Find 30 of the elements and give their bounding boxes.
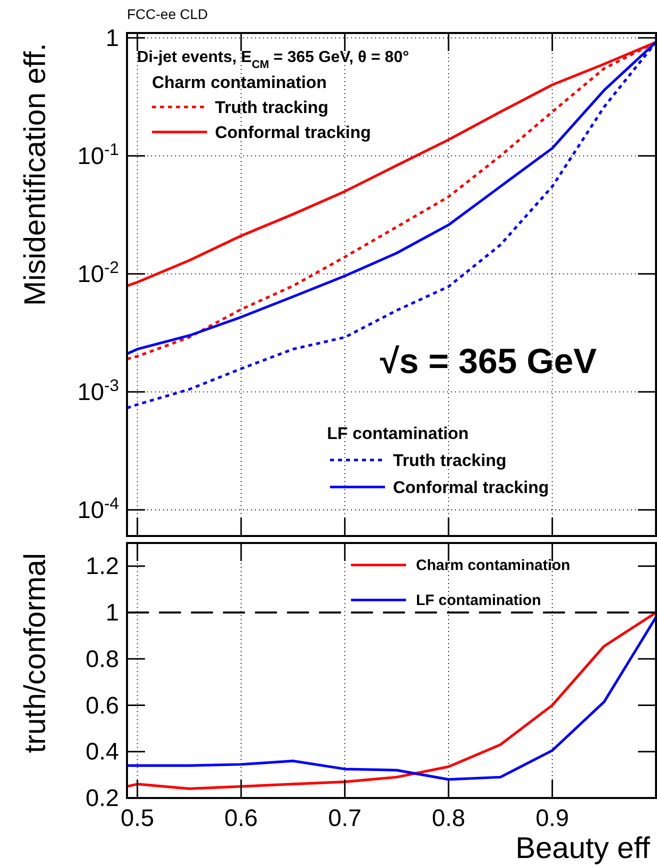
y-tick-label: 0.6 [86,692,119,720]
y-tick-label: 1 [106,24,119,52]
y-tick-label: 0.8 [86,646,119,673]
annotation: Di-jet events, E$_{CM}$ = 365 GeV, θ = 80° [137,49,409,71]
legend-label: LF contamination [416,592,541,609]
x-tick-label: 0.7 [328,805,362,832]
y-axis-title: Misidentification eff. [19,43,52,306]
legend-label: Truth tracking [393,451,506,470]
y-tick-label: 1.2 [86,553,119,580]
legend-label: Truth tracking [215,98,328,117]
y-tick-label: 10$^{-4}$ [77,493,119,524]
x-tick-label: 0.9 [536,805,569,832]
x-tick-label: 0.6 [224,805,258,832]
x-tick-label: 0.8 [432,805,466,832]
legend-label: Conformal tracking [393,478,549,497]
y-tick-label: 0.4 [86,738,119,766]
legend-label: Charm contamination [416,557,570,574]
x-axis-title: Beauty eff [515,832,651,865]
x-tick-label: 0.5 [120,805,154,832]
y-axis-title: truth/conformal [19,553,52,754]
y-tick-label: 10$^{-1}$ [77,139,119,170]
y-tick-label: 0.2 [86,785,119,812]
y-tick-label: 1 [106,600,119,627]
y-tick-label: 10$^{-2}$ [77,257,119,288]
annotation: √s = 365 GeV [380,342,598,381]
chart-title: FCC-ee CLD [127,6,208,22]
annotation: Charm contamination [152,73,327,92]
annotation: LF contamination [327,424,469,443]
y-tick-label: 10$^{-3}$ [77,375,119,406]
legend-label: Conformal tracking [215,123,371,142]
